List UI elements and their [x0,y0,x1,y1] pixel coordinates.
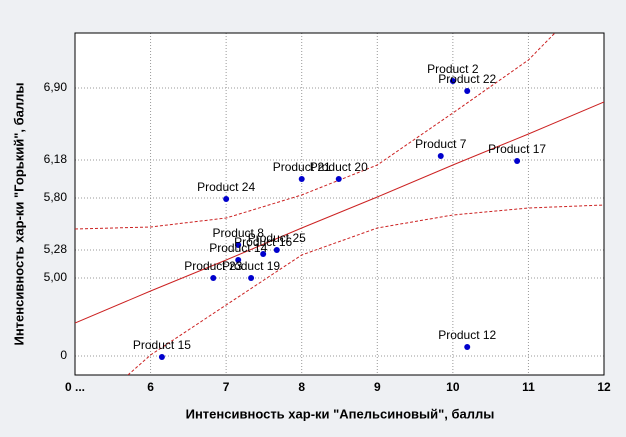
point [260,251,267,257]
y-tick-label: 6,18 [44,152,68,166]
x-tick-label: 7 [223,380,230,394]
x-tick-label: 10 [446,380,460,394]
point [298,176,305,182]
point-label: Product 22 [438,72,496,86]
point-label: Product 23 [184,259,242,273]
point-label: Product 8 [213,226,265,240]
y-axis-label: Интенсивность хар-ки "Горький", баллы [11,82,26,345]
y-tick-label: 5,80 [44,190,68,204]
point [273,247,280,253]
point [248,275,255,281]
x-axis-label: Интенсивность хар-ки "Апельсиновый", бал… [186,406,495,421]
y-tick-label: 5,00 [44,270,68,284]
regression-line [75,101,604,324]
x-tick-label: 11 [522,380,535,394]
point-label: Product 20 [310,160,368,174]
point-label: Product 15 [133,338,191,352]
point-label: Product 7 [415,137,467,151]
point-label: Product 19 [222,259,280,273]
point [514,158,521,164]
point [223,196,230,202]
point [464,88,471,94]
point [437,153,444,159]
point [235,242,242,248]
confidence-band [127,204,604,375]
x-tick-label: 0 ... [65,380,85,394]
point [464,344,471,350]
point-label: Product 14 [209,241,267,255]
point-label: Product 24 [197,180,255,194]
point [335,176,342,182]
point [449,78,456,84]
point [235,257,242,263]
point-label: Product 16 [234,235,292,249]
y-tick-label: 5,28 [44,242,68,256]
point-label: Product 12 [438,328,496,342]
point-label: Product 2 [427,62,479,76]
point [210,275,217,281]
point [158,354,165,360]
plot-area [75,33,604,375]
y-tick-label: 6,90 [44,80,68,94]
x-tick-label: 12 [597,380,611,394]
x-tick-label: 8 [298,380,305,394]
y-tick-label: 0 [60,348,67,362]
plot-frame [74,32,605,376]
x-tick-label: 6 [147,380,154,394]
point-label: Product 21 [273,160,331,174]
x-tick-label: 9 [374,380,381,394]
point-label: Product 25 [248,231,306,245]
point-label: Product 17 [488,142,546,156]
